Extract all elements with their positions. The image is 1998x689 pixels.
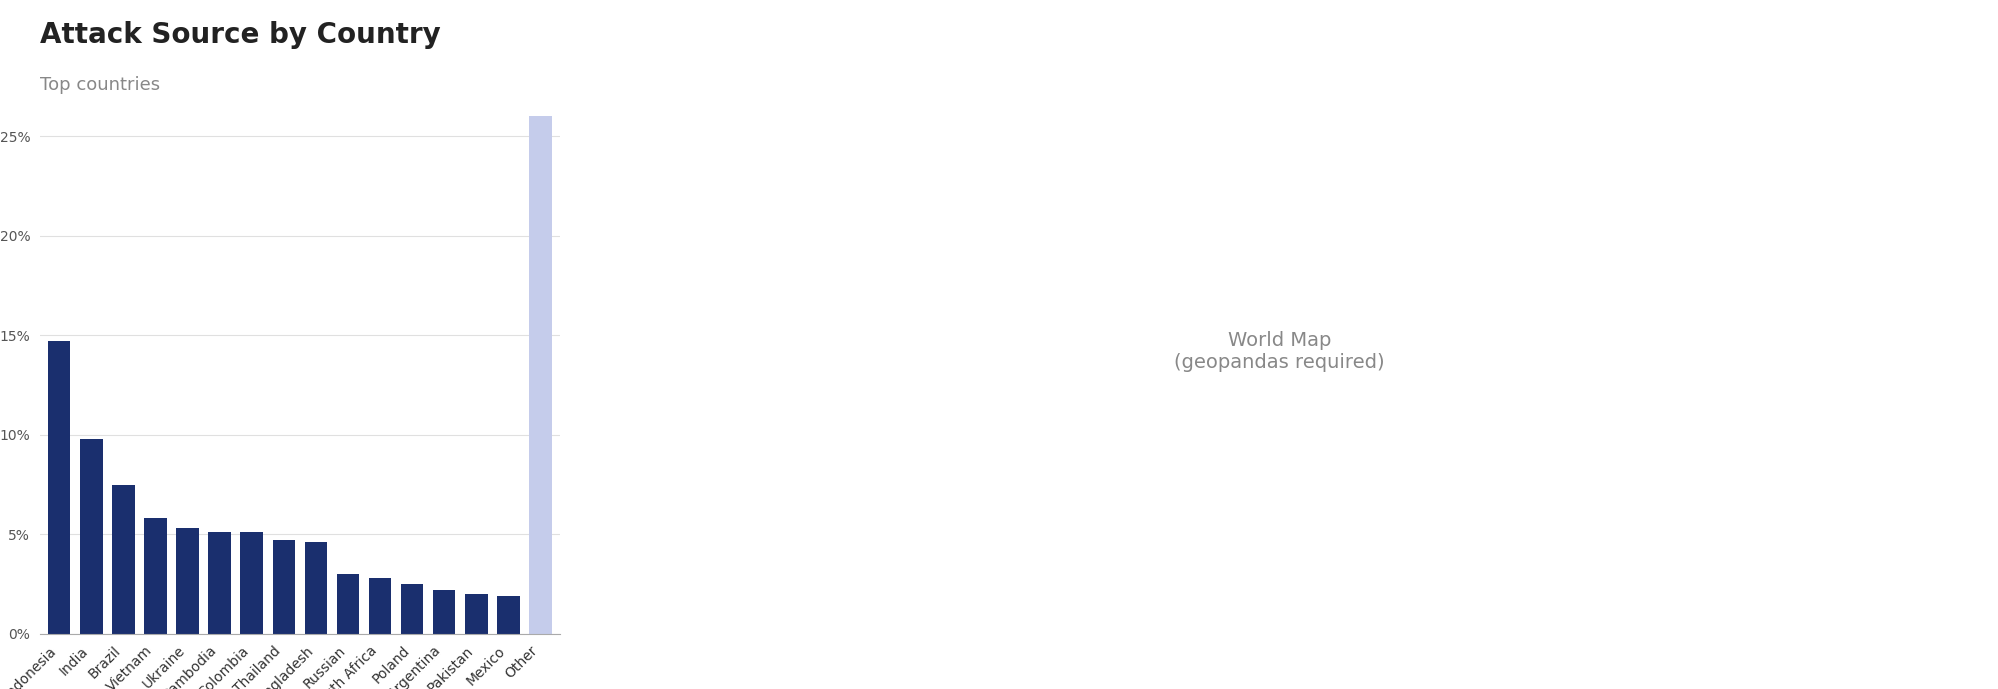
Bar	[240, 533, 264, 634]
Text: Top countries: Top countries	[40, 76, 160, 94]
Bar	[498, 596, 519, 634]
Text: Attack Source by Country: Attack Source by Country	[40, 21, 440, 49]
Bar	[402, 584, 424, 634]
Bar	[336, 574, 360, 634]
Bar	[272, 540, 296, 634]
Bar	[144, 518, 166, 634]
Bar	[466, 594, 488, 634]
Bar	[434, 590, 456, 634]
Bar	[176, 528, 198, 634]
Bar	[529, 116, 551, 634]
Bar	[112, 484, 134, 634]
Bar	[48, 341, 70, 634]
Text: World Map
(geopandas required): World Map (geopandas required)	[1173, 331, 1385, 372]
Bar	[208, 533, 230, 634]
Bar	[370, 578, 392, 634]
Bar	[304, 542, 328, 634]
Bar	[80, 439, 102, 634]
